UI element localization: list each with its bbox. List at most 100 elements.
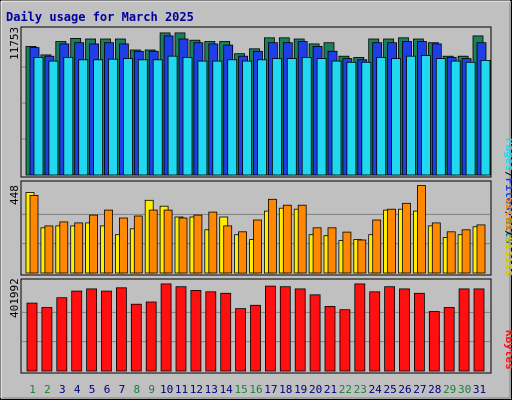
x-tick-label-day-15: 15 [234,383,247,396]
bar-pages-day-29 [450,60,461,176]
label-files: Files [503,178,512,211]
bar-pages-day-5 [93,59,103,176]
bar-kbytes-day-13 [205,291,217,372]
x-axis-day-labels: 1 2 3 4 5 6 7 8 9 10 11 12 13 14 15 16 17 18 19 20 21 22 23 24 2… [29,383,486,396]
y-axis-label-kbytes: KBytes [503,330,512,370]
bar-kbytes-day-1 [26,302,38,372]
bar-sites-day-6 [104,209,113,274]
y-max-label-visits: 448 [8,185,21,205]
bar-kbytes-day-28 [428,311,440,372]
label-pages: Pages [503,138,512,171]
x-tick-label-day-2: 2 [44,383,51,396]
x-tick-label-day-5: 5 [89,383,96,396]
x-tick-label-day-26: 26 [398,383,411,396]
bar-sites-day-14 [223,225,233,274]
x-tick-label-day-21: 21 [324,383,337,396]
x-tick-label-day-22: 22 [339,383,352,396]
label-visits: Visits [503,237,512,277]
x-tick-label-day-17: 17 [264,383,277,396]
bar-pages-day-30 [465,61,476,176]
bar-pages-day-18 [286,58,297,176]
bar-sites-day-25 [387,208,397,274]
bar-kbytes-day-14 [220,292,232,372]
bar-sites-day-9 [148,209,158,274]
bar-kbytes-day-15 [235,308,247,372]
bar-kbytes-day-18 [279,286,291,372]
x-tick-label-day-25: 25 [383,383,396,396]
x-tick-label-day-16: 16 [249,383,262,396]
x-tick-label-day-19: 19 [294,383,307,396]
bar-pages-day-12 [197,60,208,176]
bar-sites-day-12 [193,214,203,274]
x-tick-label-day-24: 24 [369,383,383,396]
bar-sites-day-24 [372,219,382,274]
y-max-label-hits: 11753 [8,27,21,60]
bar-pages-day-24 [376,57,387,176]
sites-visits-panel: 448 Sites/Visits [8,180,512,277]
x-tick-label-day-8: 8 [133,383,140,396]
bar-pages-day-14 [227,59,238,176]
bar-kbytes-day-11 [175,286,187,372]
bar-sites-day-19 [297,204,307,274]
bar-kbytes-day-12 [190,289,202,372]
bar-kbytes-day-20 [309,294,321,372]
kbytes-panel: 401992 KBytes [8,278,512,374]
bar-pages-day-8 [137,59,148,176]
bar-sites-day-31 [476,224,486,274]
bar-pages-day-27 [420,55,431,176]
bar-sites-day-1 [29,194,39,274]
hits-files-pages-panel: 11753 Pages/Files/Hits [8,26,512,244]
x-tick-label-day-3: 3 [59,383,66,396]
x-tick-label-day-13: 13 [205,383,218,396]
x-tick-label-day-20: 20 [309,383,322,396]
bar-sites-day-21 [327,227,337,274]
y-axis-label-hits: Pages/Files/Hits [503,138,512,244]
x-tick-label-day-1: 1 [29,383,36,396]
bar-kbytes-day-31 [473,288,485,372]
bar-sites-day-13 [208,211,218,274]
bar-sites-day-20 [312,227,322,274]
bar-pages-day-22 [346,61,357,176]
bar-kbytes-day-22 [339,309,351,372]
label-sep-2: / [503,211,512,218]
bar-sites-day-18 [282,204,292,274]
bar-sites-day-4 [74,222,84,274]
x-tick-label-day-4: 4 [74,383,81,396]
x-tick-label-day-6: 6 [104,383,111,396]
bar-pages-day-28 [435,58,446,176]
bar-kbytes-day-6 [101,290,112,372]
bar-kbytes-day-9 [145,301,157,372]
bar-pages-day-19 [301,57,312,176]
bar-sites-day-7 [119,217,128,274]
bar-pages-day-20 [316,58,327,176]
x-tick-label-day-18: 18 [279,383,292,396]
x-tick-label-day-30: 30 [458,383,471,396]
label-sep-3: / [503,230,512,237]
bar-sites-day-22 [342,231,352,274]
bar-pages-day-25 [391,58,402,176]
bar-pages-day-3 [63,57,74,176]
bar-kbytes-day-17 [264,285,276,372]
chart-title: Daily usage for March 2025 [6,10,194,24]
bar-pages-day-6 [108,58,118,176]
bar-kbytes-day-4 [71,290,83,372]
bar-sites-day-27 [416,185,426,274]
bar-kbytes-day-21 [324,305,336,372]
bar-sites-day-10 [163,209,173,274]
bar-kbytes-day-10 [160,283,172,372]
label-sep-1: / [503,171,512,178]
y-max-label-kbytes: 401992 [8,278,21,318]
bar-kbytes-day-16 [250,304,261,372]
label-hits: Hits [503,218,512,245]
bar-sites-day-23 [357,239,367,274]
bar-pages-day-2 [48,60,59,176]
x-tick-label-day-28: 28 [428,383,441,396]
bar-kbytes-day-24 [369,291,381,372]
bar-pages-day-13 [212,60,223,176]
bar-sites-day-8 [133,215,143,274]
x-tick-label-day-7: 7 [119,383,126,396]
bar-kbytes-day-2 [41,307,53,372]
bar-sites-day-5 [89,214,98,274]
bar-sites-day-26 [402,202,411,274]
